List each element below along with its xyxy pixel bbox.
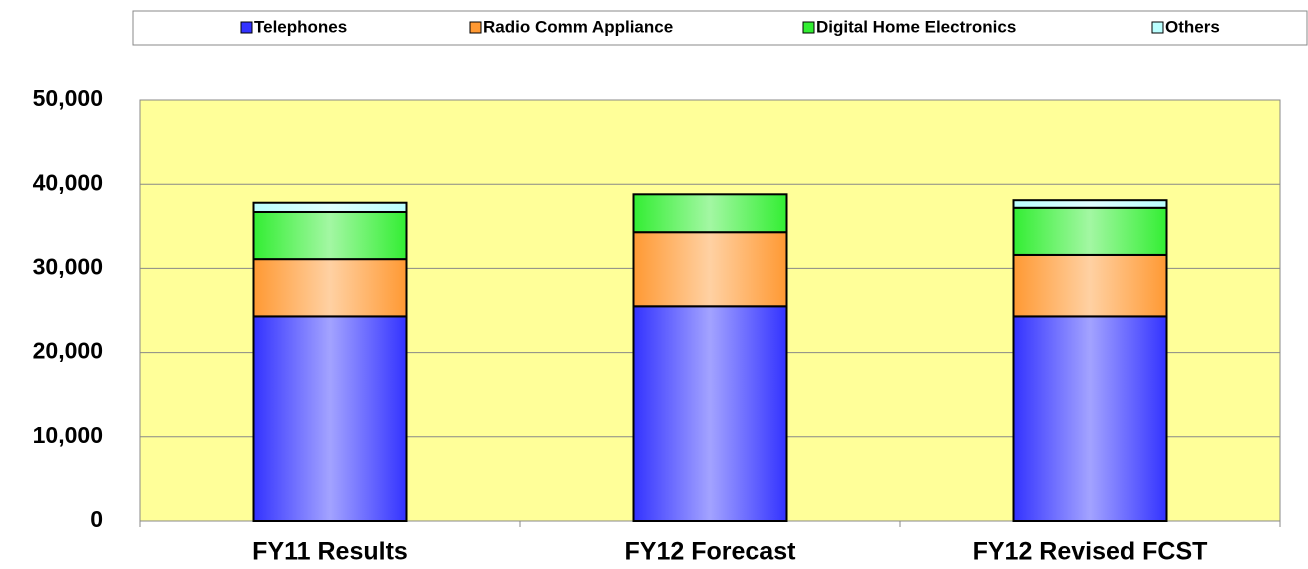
x-tick-label: FY11 Results: [252, 538, 408, 566]
bar-segment: [1012, 199, 1168, 209]
y-tick-label: 30,000: [33, 253, 103, 279]
legend-label: Telephones: [254, 17, 347, 36]
bar-segment: [252, 315, 408, 523]
bar-segment: [252, 201, 408, 213]
y-tick-label: 20,000: [33, 338, 103, 364]
legend-marker: [469, 21, 482, 34]
bar-segment: [632, 193, 788, 234]
bar-segment: [632, 231, 788, 308]
legend-marker: [240, 21, 253, 34]
y-tick-label: 0: [90, 506, 103, 532]
legend-marker: [1151, 21, 1164, 34]
legend-label: Radio Comm Appliance: [483, 17, 673, 36]
y-tick-label: 40,000: [33, 169, 103, 195]
legend-marker: [802, 21, 815, 34]
bar-segment: [632, 305, 788, 523]
bar-segment: [252, 210, 408, 261]
legend-label: Digital Home Electronics: [816, 17, 1016, 36]
bar-segment: [1012, 253, 1168, 318]
x-tick-label: FY12 Forecast: [625, 538, 797, 566]
legend-label: Others: [1165, 17, 1220, 36]
legend-box: [132, 10, 1308, 46]
bar-segment: [252, 258, 408, 318]
y-tick-label: 10,000: [33, 422, 103, 448]
bar-segment: [1012, 206, 1168, 256]
bar-segment: [1012, 315, 1168, 523]
y-tick-label: 50,000: [33, 85, 103, 111]
x-tick-label: FY12 Revised FCST: [973, 538, 1208, 566]
